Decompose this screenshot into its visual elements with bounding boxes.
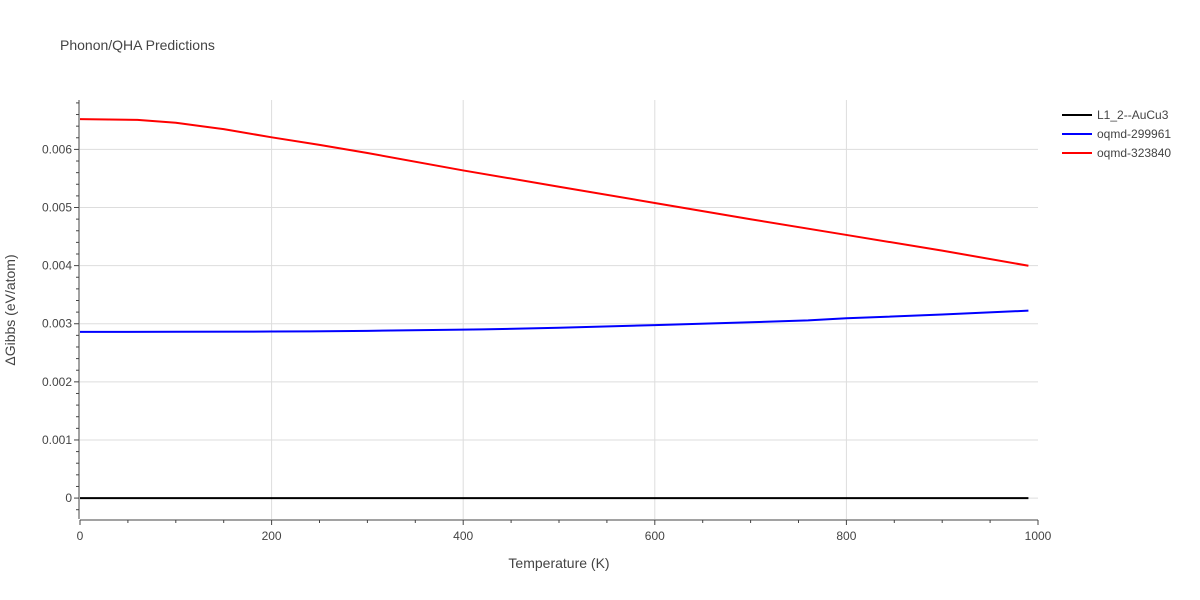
- axes: 0 0.001 0.002 0.003 0.004 0.005 0.006 0 200 400 60…: [42, 100, 1052, 543]
- chart-title: Phonon/QHA Predictions: [60, 37, 215, 53]
- y-tick-label: 0.005: [42, 201, 72, 215]
- legend[interactable]: L1_2--AuCu3 oqmd-299961 oqmd-323840: [1062, 108, 1171, 160]
- series-line: [79, 309, 1029, 333]
- y-tick-label: 0: [65, 491, 72, 505]
- x-tick-label: 400: [453, 529, 473, 543]
- x-tick-label: 1000: [1025, 529, 1052, 543]
- x-tick-label: 600: [645, 529, 665, 543]
- x-tick-label: 0: [77, 529, 84, 543]
- series-group: [79, 118, 1029, 500]
- legend-label: oqmd-323840: [1097, 146, 1171, 160]
- x-tick-label: 200: [262, 529, 282, 543]
- y-tick-label: 0.002: [42, 375, 72, 389]
- y-tick-label: 0.003: [42, 317, 72, 331]
- y-tick-label: 0.001: [42, 433, 72, 447]
- legend-label: L1_2--AuCu3: [1097, 108, 1169, 122]
- series-line: [79, 118, 1029, 267]
- x-tick-label: 800: [836, 529, 856, 543]
- y-tick-label: 0.006: [42, 142, 72, 156]
- y-axis-label: ΔGibbs (eV/atom): [2, 254, 18, 365]
- y-tick-label: 0.004: [42, 259, 72, 273]
- legend-label: oqmd-299961: [1097, 127, 1171, 141]
- x-axis-label: Temperature (K): [508, 555, 609, 571]
